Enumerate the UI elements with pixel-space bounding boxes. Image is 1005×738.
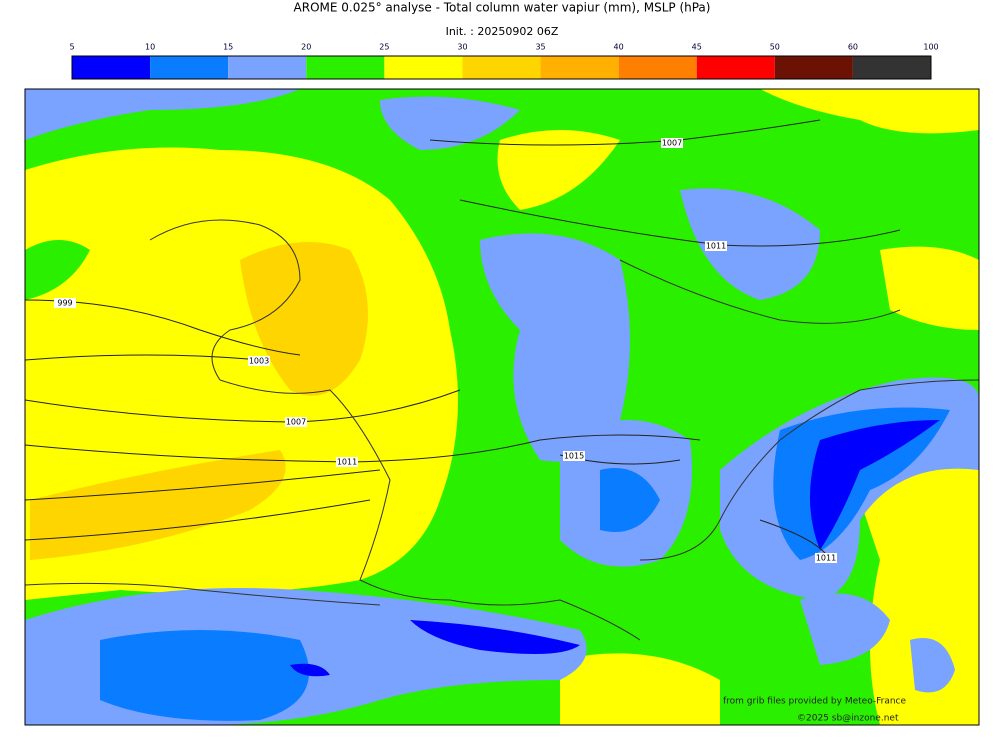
colorbar-segment xyxy=(462,56,541,79)
colorbar-tick-label: 45 xyxy=(692,43,702,52)
isobar-label-bg xyxy=(285,417,307,427)
isobar-label: 1003 xyxy=(249,357,269,366)
colorbar-tick-label: 30 xyxy=(457,43,467,52)
source-credit: from grib files provided by Meteo-France xyxy=(723,697,906,707)
isobar-label-bg xyxy=(54,298,76,308)
isobar-label: 1015 xyxy=(564,452,584,461)
colorbar-segment xyxy=(774,56,853,79)
init-time: Init. : 20250902 06Z xyxy=(446,25,559,38)
colorbar-tick-label: 5 xyxy=(69,43,74,52)
colorbar-frame xyxy=(71,55,932,80)
colorbar-segment xyxy=(72,56,151,79)
isobar-label-bg xyxy=(815,553,837,563)
map-frame xyxy=(24,88,980,726)
colorbar-segment xyxy=(696,56,775,79)
isobar-label-bg xyxy=(705,241,727,251)
isobar-label: 999 xyxy=(57,299,72,308)
colorbar-tick-label: 25 xyxy=(379,43,389,52)
copyright: ©2025 sb@inzone.net xyxy=(797,714,899,724)
colorbar-segment xyxy=(852,56,931,79)
isobar-label-bg xyxy=(563,451,585,461)
colorbar-tick-label: 35 xyxy=(535,43,545,52)
isobar-label-bg xyxy=(248,356,270,366)
colorbar-tick-label: 100 xyxy=(923,43,938,52)
isobar-label: 1011 xyxy=(337,458,357,467)
isobar-label-bg xyxy=(336,457,358,467)
isobar-label: 1007 xyxy=(662,139,682,148)
isobar-label: 1007 xyxy=(286,418,306,427)
title: AROME 0.025° analyse - Total column wate… xyxy=(294,1,711,15)
map-area xyxy=(25,89,979,725)
colorbar-segment xyxy=(306,56,385,79)
colorbar-tick-label: 15 xyxy=(223,43,233,52)
colorbar-segment xyxy=(384,56,463,79)
isobar-labels: 1007 1011 999 1003 1007 1011 1015 1011 xyxy=(54,138,837,563)
colorbar-tick-label: 10 xyxy=(145,43,155,52)
colorbar-tick-label: 60 xyxy=(848,43,858,52)
colorbar-tick-label: 40 xyxy=(614,43,624,52)
colorbar-segment xyxy=(618,56,697,79)
colorbar-segment xyxy=(150,56,229,79)
isobar-label: 1011 xyxy=(816,554,836,563)
colorbar-segment xyxy=(228,56,307,79)
colorbar-tick-label: 50 xyxy=(770,43,780,52)
colorbar: 5 10 15 20 25 30 35 40 45 50 60 100 xyxy=(69,43,939,79)
colorbar-segment xyxy=(540,56,619,79)
isobar-label: 1011 xyxy=(706,242,726,251)
isobar-label-bg xyxy=(661,138,683,148)
colorbar-tick-label: 20 xyxy=(301,43,311,52)
